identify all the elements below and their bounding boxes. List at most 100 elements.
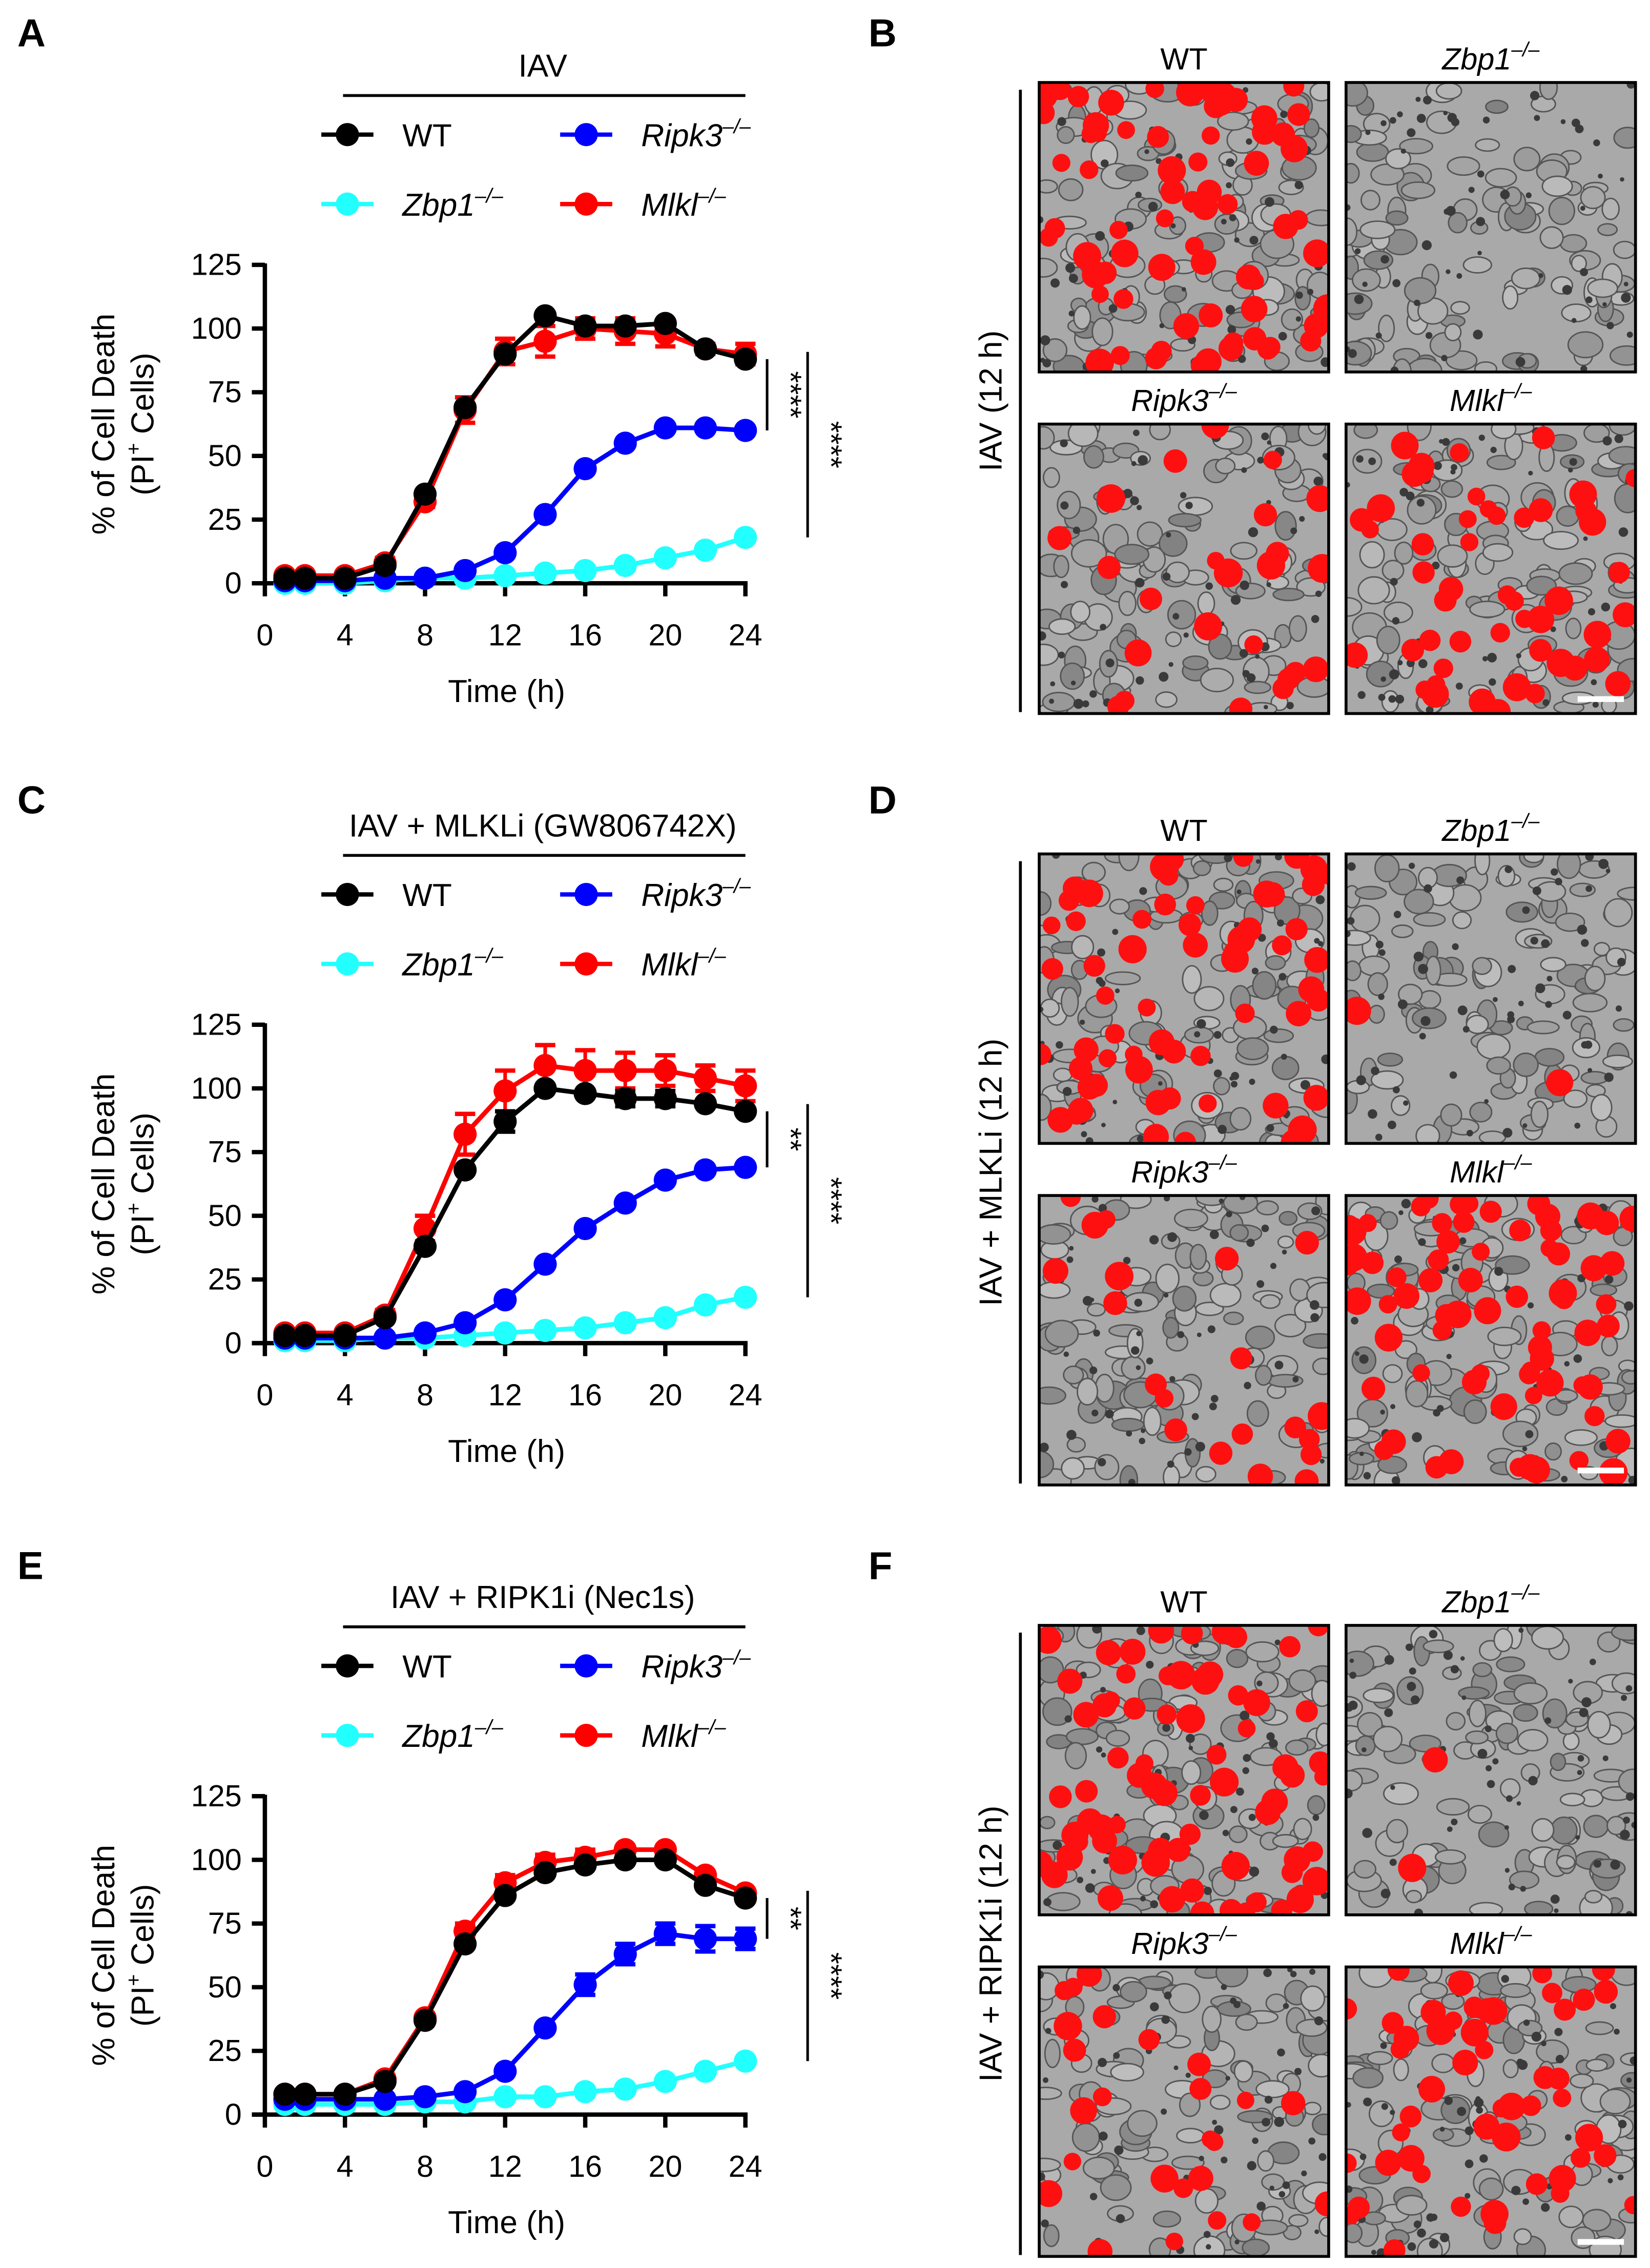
cell	[1478, 1130, 1507, 1144]
cell-nucleus	[1135, 192, 1142, 198]
cell-nucleus	[1225, 2076, 1230, 2081]
treatment-label: IAV + MLKLi (12 h)	[974, 1039, 1009, 1306]
cell	[1060, 662, 1085, 690]
pi-positive-cell	[1218, 336, 1243, 361]
cell-nucleus	[1476, 217, 1486, 226]
image-border	[1038, 1965, 1330, 2258]
pi-positive-cell	[1176, 82, 1204, 107]
cell-nucleus	[1053, 1841, 1062, 1850]
genotype-gene: Mlkl	[1450, 1155, 1504, 1189]
cell-nucleus	[1191, 1413, 1199, 1420]
cell-nucleus	[1571, 318, 1577, 323]
cell-nucleus	[1397, 111, 1403, 117]
pi-positive-cell	[1253, 880, 1281, 908]
cell	[1119, 1465, 1139, 1485]
pi-positive-cell	[1571, 2148, 1591, 2168]
pi-positive-cell	[1081, 1211, 1108, 1239]
cell	[1213, 877, 1234, 892]
data-point	[373, 2088, 397, 2111]
data-point	[613, 314, 637, 338]
cell-nucleus	[1311, 1206, 1321, 1215]
pi-positive-cell	[1190, 249, 1216, 275]
genotype-label: Mlkl–/–	[1450, 380, 1532, 418]
significance-label: ****	[814, 1177, 849, 1224]
y-label-sup: +	[122, 1203, 145, 1214]
x-tick-label: 8	[417, 1378, 434, 1412]
cell-nucleus	[1261, 432, 1269, 441]
pi-positive-cell	[1067, 86, 1089, 108]
data-point	[493, 1288, 517, 1312]
cell	[1303, 118, 1320, 138]
cell-nucleus	[1462, 1026, 1470, 1033]
image-border	[1344, 81, 1637, 374]
pi-positive-cell	[1246, 1892, 1267, 1912]
pi-positive-cell	[1255, 1799, 1281, 1825]
pi-positive-cell	[1052, 154, 1070, 172]
pi-positive-cell	[1113, 289, 1133, 309]
pi-positive-cell	[1233, 854, 1253, 867]
cell-nucleus	[1522, 1446, 1528, 1452]
cell-nucleus	[1406, 491, 1415, 501]
pi-positive-cell	[1544, 586, 1573, 615]
pi-positive-cell	[1467, 487, 1486, 506]
cell	[1077, 1377, 1099, 1406]
data-point	[653, 1306, 677, 1330]
cell-nucleus	[1100, 159, 1109, 168]
cell	[1541, 175, 1573, 197]
cell-nucleus	[1162, 1723, 1171, 1732]
cell	[1531, 1818, 1555, 1842]
cell	[1200, 668, 1234, 692]
cell-nucleus	[1131, 461, 1137, 466]
cell-nucleus	[1134, 1298, 1143, 1307]
cell-nucleus	[1615, 1005, 1622, 1012]
pi-positive-cell	[1346, 1287, 1371, 1315]
cell	[1587, 1710, 1611, 1739]
pi-positive-cell	[1597, 1314, 1620, 1337]
pi-positive-cell	[1300, 855, 1328, 883]
cell-nucleus	[1205, 582, 1213, 590]
cell-nucleus	[1295, 316, 1302, 322]
legend-gene: Ripk3	[641, 118, 723, 153]
cell-nucleus	[1494, 1267, 1503, 1276]
pi-positive-cell	[1098, 90, 1124, 116]
data-point	[573, 1082, 597, 1105]
cell	[1254, 1365, 1272, 1386]
cell-nucleus	[1314, 938, 1320, 944]
cell	[1171, 2155, 1205, 2170]
cell	[1468, 1699, 1487, 1727]
cell-nucleus	[1530, 936, 1538, 945]
cell-nucleus	[1199, 2155, 1204, 2161]
genotype-label: Zbp1–/–	[1441, 810, 1540, 848]
pi-positive-cell	[1206, 1744, 1227, 1765]
cell-nucleus	[1362, 281, 1368, 287]
cell-nucleus	[1420, 1016, 1431, 1026]
cell-nucleus	[1423, 95, 1432, 105]
cell	[1502, 1420, 1539, 1448]
pi-positive-cell	[1039, 82, 1058, 110]
chart-title: IAV	[518, 49, 567, 84]
pi-positive-cell	[1393, 1283, 1419, 1309]
pi-positive-cell	[1080, 160, 1099, 179]
cell-nucleus	[1620, 177, 1624, 182]
cell-nucleus	[1598, 859, 1609, 869]
data-point	[573, 1316, 597, 1339]
pi-positive-cell	[1063, 2153, 1082, 2171]
pi-positive-cell	[1097, 555, 1121, 580]
cell	[1550, 1752, 1566, 1771]
cell	[1613, 1018, 1635, 1032]
cell-nucleus	[1290, 527, 1297, 534]
pi-positive-cell	[1422, 1747, 1448, 1773]
cell-nucleus	[1308, 2137, 1316, 2145]
cell-nucleus	[1403, 1100, 1409, 1106]
cell	[1558, 562, 1593, 585]
cell	[1277, 1235, 1294, 1249]
cell	[1441, 1993, 1465, 2010]
cell-nucleus	[1618, 2119, 1627, 2129]
cell-nucleus	[1390, 1404, 1395, 1409]
genotype-label: Ripk3–/–	[1131, 380, 1238, 418]
cell	[1308, 2053, 1329, 2078]
pi-positive-cell	[1472, 1243, 1490, 1261]
pi-positive-cell	[1116, 1664, 1136, 1684]
cell-nucleus	[1461, 1695, 1467, 1700]
cell-nucleus	[1347, 917, 1355, 925]
